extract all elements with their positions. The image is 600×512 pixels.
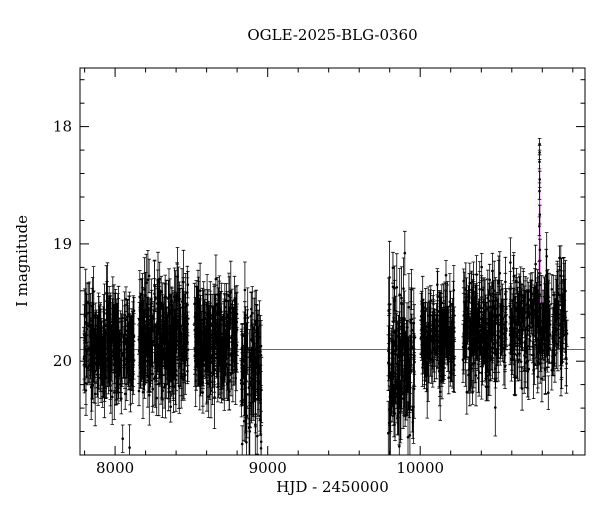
- plot-frame: [79, 67, 586, 456]
- x-tick-label: 9000: [249, 459, 287, 477]
- y-tick-label: 20: [53, 352, 72, 370]
- data-points: [82, 142, 569, 450]
- x-tick-label: 10000: [396, 459, 444, 477]
- x-axis-label: HJD - 2450000: [276, 478, 389, 496]
- error-bars: [82, 138, 569, 455]
- y-tick-label: 19: [53, 235, 72, 253]
- y-tick-label: 18: [53, 118, 72, 136]
- model-curve: [80, 165, 585, 350]
- axis-ticks: [80, 68, 585, 455]
- chart-title: OGLE-2025-BLG-0360: [247, 26, 418, 44]
- x-tick-label: 8000: [96, 459, 134, 477]
- y-axis-label: I magnitude: [13, 214, 31, 308]
